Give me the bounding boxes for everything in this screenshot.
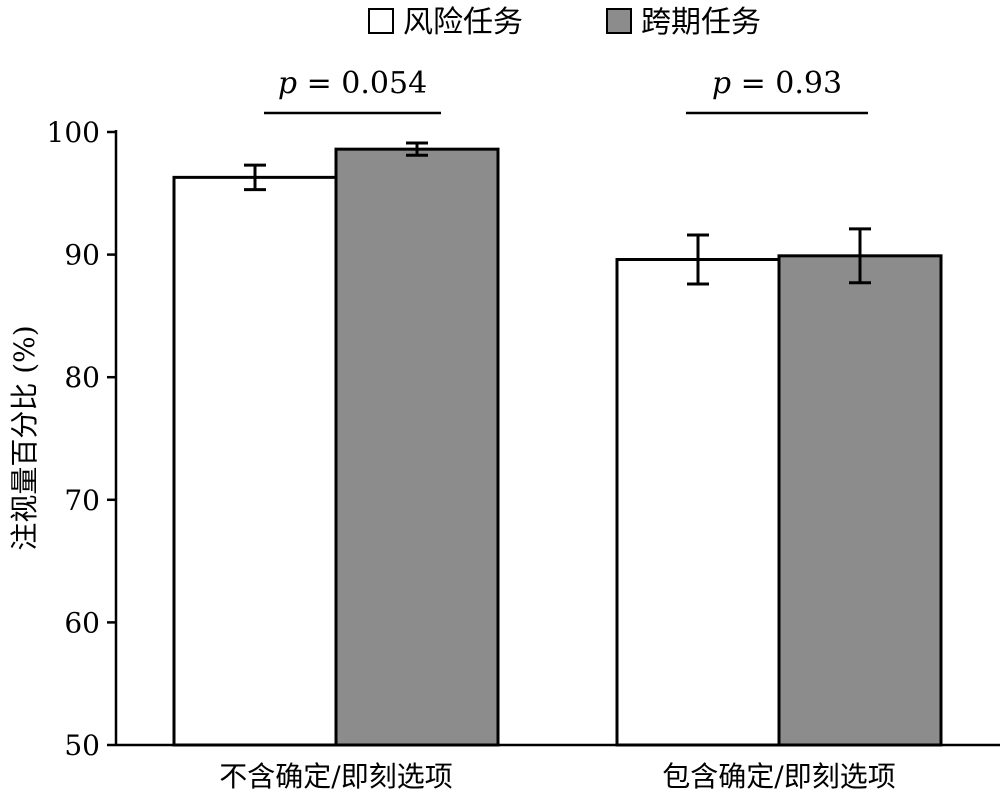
bar-risk-task-cat-2 xyxy=(615,258,781,747)
y-ticks: 50 60 70 80 90 100 xyxy=(47,116,116,762)
x-axis: 不含确定/即刻选项 包含确定/即刻选项 xyxy=(116,743,1000,793)
legend-swatch-intertemporal-task xyxy=(606,8,632,34)
legend-swatch-risk-task xyxy=(368,8,394,34)
y-axis-label: 注视量百分比 (%) xyxy=(8,325,41,550)
y-tick-label: 100 xyxy=(47,116,100,149)
p-value-label-2: p = 0.93 xyxy=(712,66,842,101)
y-tick-label: 50 xyxy=(64,729,100,762)
y-tick-label: 80 xyxy=(64,361,100,394)
p-value-label-1: p = 0.054 xyxy=(278,66,427,101)
y-axis: 50 60 70 80 90 100 xyxy=(47,116,118,762)
y-tick-label: 70 xyxy=(64,484,100,517)
p-symbol: p xyxy=(712,66,731,101)
bars xyxy=(172,147,943,747)
error-bar-risk-task-cat-1 xyxy=(244,163,266,192)
legend: 风险任务 跨期任务 xyxy=(368,5,761,40)
legend-label-risk-task: 风险任务 xyxy=(403,5,523,40)
bar-intertemporal-task-cat-1 xyxy=(334,147,500,747)
error-bar-risk-task-cat-2 xyxy=(687,233,709,286)
x-category-labels: 不含确定/即刻选项 包含确定/即刻选项 xyxy=(219,760,895,793)
bar-intertemporal-task-cat-2 xyxy=(777,254,943,747)
significance-annotations: p = 0.054 p = 0.93 xyxy=(264,66,868,115)
legend-label-intertemporal-task: 跨期任务 xyxy=(641,5,761,40)
p-value: = 0.93 xyxy=(731,66,842,101)
x-category-label-1: 不含确定/即刻选项 xyxy=(219,760,452,793)
error-bar-intertemporal-task-cat-2 xyxy=(849,227,871,285)
bar-risk-task-cat-1 xyxy=(172,175,338,747)
x-category-label-2: 包含确定/即刻选项 xyxy=(662,760,895,793)
y-tick-label: 60 xyxy=(64,606,100,639)
p-value: = 0.054 xyxy=(297,66,427,101)
error-bars xyxy=(244,141,871,286)
p-symbol: p xyxy=(278,66,297,101)
error-bar-intertemporal-task-cat-1 xyxy=(406,141,428,157)
y-tick-label: 90 xyxy=(64,239,100,272)
